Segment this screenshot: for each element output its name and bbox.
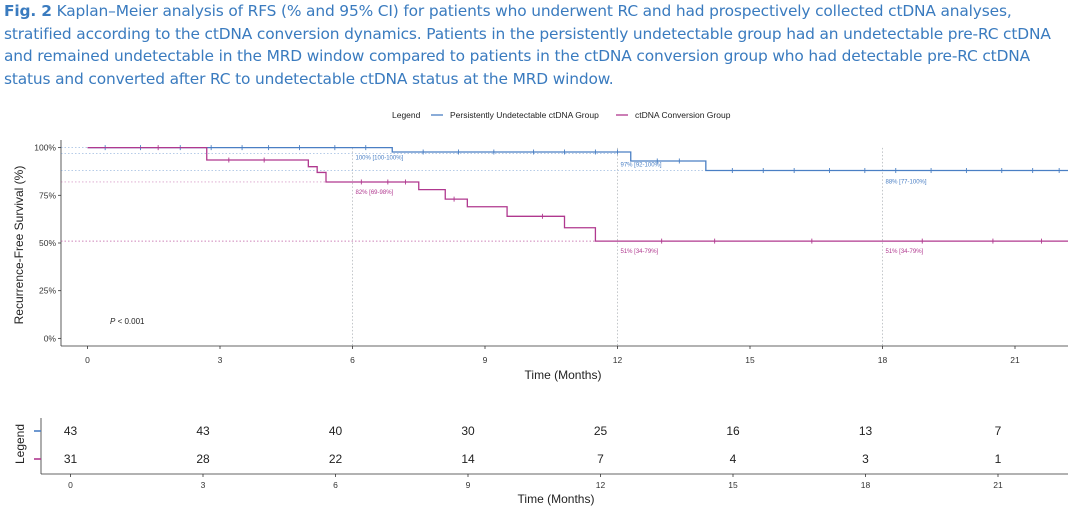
km-curve-undetectable (87, 146, 1068, 172)
x-tick-label: 6 (350, 355, 355, 365)
risk-x-tick-label: 12 (596, 480, 606, 490)
p-value-symbol: P (110, 317, 116, 326)
survival-annotation: 82% [69-98%] (356, 190, 394, 196)
y-tick-label: 25% (39, 286, 56, 296)
survival-annotation: 88% [77-100%] (886, 180, 927, 186)
risk-count: 43 (196, 424, 210, 438)
figure-label: Fig. 2 (4, 2, 52, 20)
risk-count: 22 (329, 452, 343, 466)
km-plot: Recurrence-Free Survival (%) Time (Month… (12, 140, 1068, 382)
risk-count: 3 (862, 452, 869, 466)
x-tick-label: 9 (483, 355, 488, 365)
risk-x-tick-label: 15 (728, 480, 738, 490)
risk-count: 31 (64, 452, 78, 466)
figure-caption: Fig. 2 Kaplan–Meier analysis of RFS (% a… (4, 0, 1076, 90)
risk-table-ylabel: Legend (13, 424, 27, 464)
risk-count: 16 (726, 424, 740, 438)
legend-label-undetectable: Persistently Undetectable ctDNA Group (450, 110, 599, 120)
risk-x-tick-label: 6 (333, 480, 338, 490)
risk-x-tick-label: 18 (861, 480, 871, 490)
risk-count: 14 (461, 452, 475, 466)
survival-annotation: 51% [34-79%] (621, 249, 659, 255)
x-tick-label: 21 (1010, 355, 1020, 365)
p-value: P < 0.001 (110, 317, 145, 326)
caption-text: Kaplan–Meier analysis of RFS (% and 95% … (4, 2, 1051, 88)
survival-annotation: 51% [34-79%] (886, 249, 924, 255)
x-tick-label: 15 (745, 355, 755, 365)
y-tick-label: 0% (44, 333, 57, 343)
risk-x-tick-label: 3 (201, 480, 206, 490)
y-axis-label: Recurrence-Free Survival (%) (12, 166, 26, 325)
risk-count: 7 (597, 452, 604, 466)
risk-x-tick-label: 0 (68, 480, 73, 490)
survival-annotation: 100% [100-100%] (356, 156, 404, 162)
legend-label-conversion: ctDNA Conversion Group (635, 110, 731, 120)
legend-title: Legend (392, 110, 421, 120)
km-curve-conversion (87, 146, 1068, 242)
risk-count: 40 (329, 424, 343, 438)
survival-annotation: 97% [92-100%] (621, 162, 662, 168)
risk-table-xlabel: Time (Months) (518, 492, 595, 506)
risk-count: 25 (594, 424, 608, 438)
x-tick-label: 18 (878, 355, 888, 365)
x-tick-label: 0 (85, 355, 90, 365)
risk-count: 28 (196, 452, 210, 466)
x-tick-label: 3 (218, 355, 223, 365)
x-tick-label: 12 (613, 355, 623, 365)
y-tick-label: 100% (34, 143, 56, 153)
risk-x-tick-label: 21 (993, 480, 1003, 490)
risk-count: 7 (995, 424, 1002, 438)
risk-count: 4 (730, 452, 737, 466)
risk-count: 13 (859, 424, 873, 438)
risk-table: Legend Time (Months) 43 43 40 30 25 16 13 731 28… (13, 418, 1068, 506)
p-value-text: < 0.001 (115, 317, 145, 326)
y-tick-label: 50% (39, 238, 56, 248)
risk-x-tick-label: 9 (466, 480, 471, 490)
x-axis-label: Time (Months) (525, 368, 602, 382)
risk-count: 30 (461, 424, 475, 438)
risk-count: 43 (64, 424, 78, 438)
chart-legend: Legend Persistently Undetectable ctDNA G… (392, 110, 731, 120)
y-tick-label: 75% (39, 190, 56, 200)
risk-count: 1 (995, 452, 1002, 466)
